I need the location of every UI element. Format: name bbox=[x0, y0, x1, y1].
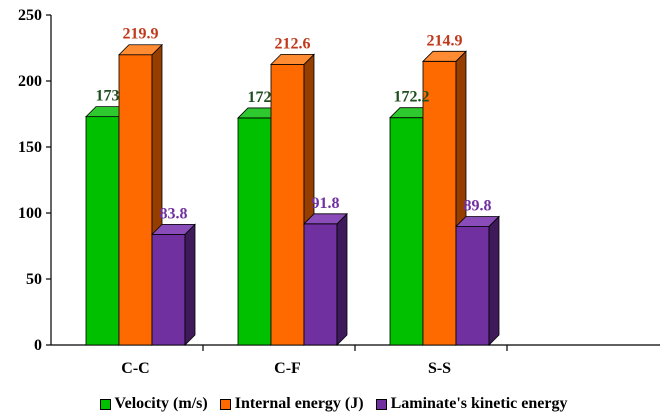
bar-top bbox=[151, 223, 196, 235]
bar-side bbox=[184, 223, 196, 346]
legend-label-internal-energy: Internal energy (J) bbox=[234, 395, 364, 412]
bar-side bbox=[488, 215, 500, 346]
bar-front bbox=[270, 63, 305, 346]
data-label: 89.8 bbox=[464, 197, 492, 214]
data-label: 172.2 bbox=[394, 89, 430, 106]
chart-axes: 0 50 100 150 200 250 C-C C-F S-S bbox=[18, 7, 660, 377]
bar-top bbox=[118, 44, 163, 56]
y-tick-label: 50 bbox=[26, 271, 42, 288]
bar-top bbox=[303, 213, 348, 225]
legend-item-velocity: Velocity (m/s) bbox=[99, 395, 208, 413]
chart-legend: Velocity (m/s) Internal energy (J) Lamin… bbox=[0, 393, 667, 415]
bar-side bbox=[336, 212, 348, 346]
x-tick-label: C-F bbox=[274, 360, 301, 377]
chart-bars bbox=[85, 43, 500, 346]
bar-front bbox=[389, 117, 424, 346]
data-label: 91.8 bbox=[312, 195, 340, 212]
x-tick-label: C-C bbox=[121, 360, 149, 377]
bar-front bbox=[85, 116, 120, 346]
data-label: 83.8 bbox=[160, 205, 188, 222]
bar-top bbox=[270, 53, 315, 65]
data-label: 214.9 bbox=[427, 32, 463, 49]
chart-data-labels: 173 219.9 83.8 172 212.6 91.8 172.2 214.9 89.8 bbox=[96, 26, 492, 223]
bar-front bbox=[422, 60, 457, 346]
y-tick-label: 200 bbox=[18, 73, 42, 90]
legend-swatch-internal-energy bbox=[219, 398, 231, 410]
bar-front bbox=[455, 226, 490, 346]
y-tick-label: 250 bbox=[18, 7, 42, 24]
legend-label-velocity: Velocity (m/s) bbox=[114, 395, 208, 412]
x-tick-label: S-S bbox=[428, 360, 451, 377]
data-label: 219.9 bbox=[123, 26, 159, 43]
y-tick-label: 0 bbox=[34, 337, 42, 354]
data-label: 173 bbox=[96, 88, 120, 105]
data-label: 212.6 bbox=[275, 35, 311, 52]
y-tick-label: 100 bbox=[18, 205, 42, 222]
legend-swatch-kinetic-energy bbox=[375, 398, 387, 410]
bar-s-s-series-2 bbox=[455, 215, 500, 346]
bar-front bbox=[237, 117, 272, 346]
bar-c-f-series-2 bbox=[303, 212, 348, 346]
y-tick-label: 150 bbox=[18, 139, 42, 156]
legend-item-internal-energy: Internal energy (J) bbox=[219, 395, 364, 413]
bar-front bbox=[118, 54, 153, 346]
legend-swatch-velocity bbox=[99, 398, 111, 410]
legend-item-kinetic-energy: Laminate's kinetic energy bbox=[375, 395, 568, 413]
legend-label-kinetic-energy: Laminate's kinetic energy bbox=[390, 395, 568, 412]
bar-top bbox=[422, 50, 467, 62]
data-label: 172 bbox=[248, 89, 272, 106]
bar-front bbox=[151, 233, 186, 346]
bar-front bbox=[303, 223, 338, 346]
bar-c-c-series-2 bbox=[151, 223, 196, 346]
bar-top bbox=[455, 216, 500, 227]
